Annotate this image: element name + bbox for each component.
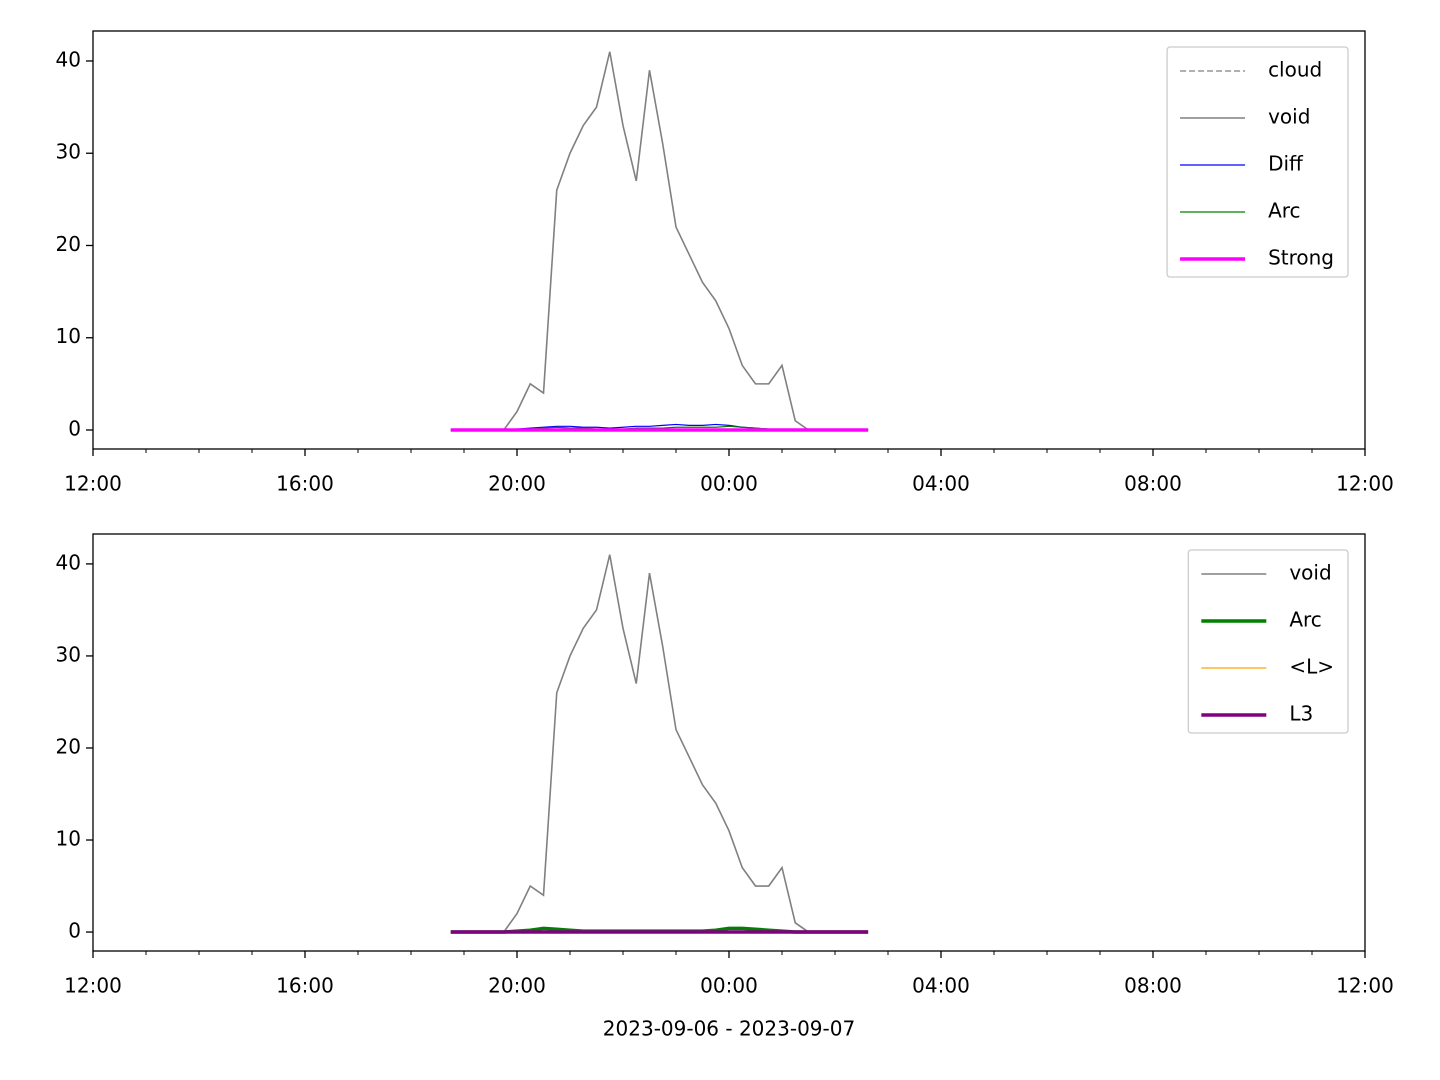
y-tick-label: 40 — [56, 47, 81, 71]
axes: 0 10 20 30 40 12:00 16:00 20:00 00:00 04:00 08:00 1… — [56, 30, 1394, 496]
legend-label: <L> — [1289, 655, 1334, 679]
series-line — [503, 51, 809, 431]
y-tick-label: 0 — [68, 919, 81, 943]
legend-box — [1187, 549, 1349, 734]
y-tick-label: 10 — [56, 827, 81, 851]
x-tick-label: 16:00 — [276, 472, 334, 496]
x-tick-label: 20:00 — [488, 974, 546, 998]
x-tick-label: 12:00 — [64, 974, 122, 998]
legend-box — [1166, 46, 1349, 278]
x-tick-label: 08:00 — [1124, 472, 1182, 496]
legend-label: Diff — [1268, 152, 1304, 176]
x-tick-label: 04:00 — [912, 974, 970, 998]
x-axis-label: 2023-09-06 - 2023-09-07 — [603, 1017, 855, 1041]
y-tick-label: 0 — [68, 416, 81, 440]
legend-label: cloud — [1268, 58, 1322, 82]
x-tick-label: 04:00 — [912, 472, 970, 496]
x-tick-label: 00:00 — [700, 472, 758, 496]
x-tick-label: 12:00 — [64, 472, 122, 496]
x-tick-label: 12:00 — [1336, 974, 1394, 998]
legend-label: Strong — [1268, 246, 1334, 270]
x-tick-label: 12:00 — [1336, 472, 1394, 496]
series-line — [503, 554, 809, 933]
x-tick-label: 16:00 — [276, 974, 334, 998]
legend-label: L3 — [1289, 702, 1313, 726]
legend: void Arc <L> L3 — [1187, 549, 1349, 734]
y-tick-label: 20 — [56, 734, 81, 758]
axes-frame — [92, 533, 1366, 952]
y-tick-label: 40 — [56, 550, 81, 574]
y-tick-label: 20 — [56, 232, 81, 256]
x-tick-label: 00:00 — [700, 974, 758, 998]
legend-label: Arc — [1268, 199, 1300, 223]
y-tick-label: 10 — [56, 324, 81, 348]
legend: cloud void Diff Arc Strong — [1166, 46, 1349, 278]
legend-label: Arc — [1289, 608, 1321, 632]
legend-label: void — [1268, 105, 1310, 129]
x-tick-label: 08:00 — [1124, 974, 1182, 998]
y-tick-label: 30 — [56, 642, 81, 666]
y-tick-label: 30 — [56, 140, 81, 164]
x-tick-label: 20:00 — [488, 472, 546, 496]
legend-label: void — [1289, 561, 1331, 585]
axes: 0 10 20 30 40 12:00 16:00 20:00 00:00 04:00 08:00 1… — [56, 533, 1394, 1041]
